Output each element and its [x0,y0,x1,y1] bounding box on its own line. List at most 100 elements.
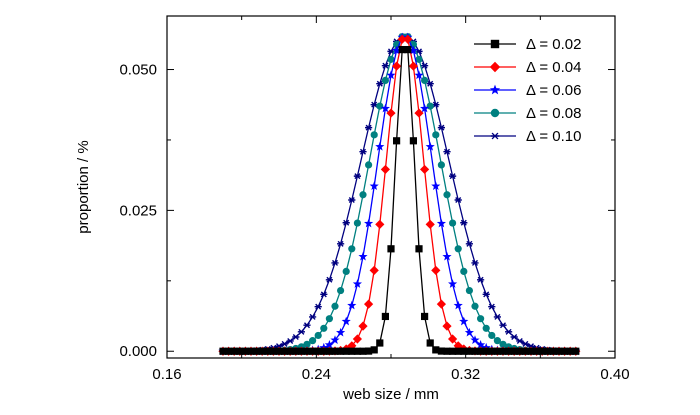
data-point [425,219,435,229]
data-point [442,321,452,331]
data-point [219,347,227,355]
data-point [454,196,462,204]
data-point [493,337,501,345]
data-point [342,347,350,355]
data-point [499,322,507,329]
data-point [387,55,395,63]
data-point [375,141,385,151]
y-axis-label: proportion / % [75,140,92,233]
data-point [476,340,486,349]
data-point [297,328,305,335]
data-point [442,251,452,261]
data-point [471,259,479,266]
data-point [275,347,283,355]
data-point [489,84,501,95]
data-point [397,34,407,44]
data-point [314,331,322,340]
legend-label: Δ = 0.02 [526,36,581,53]
data-point [364,218,374,228]
legend-entry: Δ = 0.06 [474,82,581,99]
legend-entry: Δ = 0.10 [474,128,581,145]
data-point [403,34,413,44]
data-point [325,276,333,283]
data-point [459,316,469,326]
data-point [342,219,350,226]
y-tick-label: 0.000 [119,343,157,360]
data-point [443,347,451,355]
data-point [488,303,496,310]
data-point [352,334,362,344]
data-point [443,148,451,155]
data-point [510,333,518,341]
data-point [353,219,361,227]
data-point [420,164,430,175]
data-point [297,347,305,355]
data-point [449,347,457,355]
data-point [464,327,474,337]
series-line [223,36,576,352]
data-point [436,218,446,228]
data-point [380,103,390,113]
data-point [331,259,339,266]
data-point [347,300,357,310]
data-point [449,219,457,227]
x-tick-label: 0.24 [302,366,331,383]
data-point [381,312,389,321]
data-point [489,61,501,73]
data-point [320,291,328,298]
data-point [320,347,328,355]
data-point [393,137,401,145]
data-point [425,141,435,151]
data-point [353,347,361,355]
data-point [426,102,434,110]
y-tick-label: 0.050 [119,62,157,79]
data-point [493,347,501,355]
data-point [341,316,351,326]
data-point [369,181,379,190]
data-point [465,286,473,295]
x-axis-label: web size / mm [342,386,439,403]
data-point [436,299,446,309]
data-point [431,265,441,275]
data-point [353,173,361,180]
legend-label: Δ = 0.04 [526,59,581,76]
series-layer [218,32,581,356]
data-point [381,62,389,69]
data-point [380,164,390,175]
data-point [421,62,429,69]
data-point [348,347,356,355]
data-point [460,347,468,355]
data-point [465,347,473,355]
data-point [331,347,339,355]
data-point [437,124,445,131]
legend-entry: Δ = 0.08 [474,105,581,122]
data-point [404,46,412,54]
data-point [386,108,396,118]
series-line [223,48,576,352]
data-point [286,337,294,344]
data-point [398,46,406,54]
data-point [437,347,445,355]
series-star [218,32,581,356]
data-point [555,347,563,355]
data-point [505,347,513,355]
legend-entry: Δ = 0.04 [474,59,581,76]
data-point [470,335,480,344]
data-point [381,76,389,85]
series-square [219,46,580,355]
data-point [448,279,458,288]
data-point [409,137,417,145]
data-point [370,346,378,354]
data-point [420,103,430,113]
data-point [471,302,479,310]
x-tick-label: 0.32 [451,366,480,383]
data-point [392,61,402,71]
data-point [482,347,490,355]
data-point [365,161,373,169]
x-tick-label: 0.16 [152,366,181,383]
data-point [414,108,424,118]
data-point [421,76,429,85]
data-point [225,347,233,355]
data-point [359,191,367,199]
data-point [324,340,334,349]
